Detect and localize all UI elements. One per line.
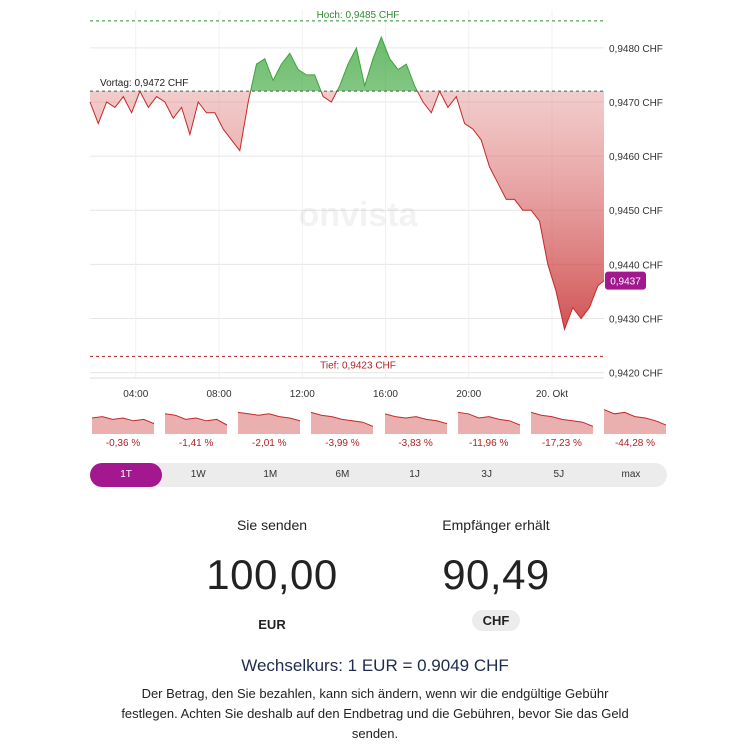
- price-line-up: [139, 35, 441, 92]
- range-tab-6m[interactable]: 6M: [335, 469, 350, 480]
- sparkline-line: [238, 411, 301, 422]
- area-above-previous-close: [250, 37, 418, 92]
- y-tick-label: 0,9440 CHF: [609, 260, 663, 271]
- y-tick-label: 0,9450 CHF: [609, 206, 663, 217]
- sparkline-area: [165, 413, 228, 434]
- exchange-rate: Wechselkurs: 1 EUR = 0.9049 CHF: [241, 656, 509, 675]
- y-tick-label: 0,9460 CHF: [609, 152, 663, 163]
- period-cell[interactable]: -0,36 %: [90, 400, 156, 456]
- area-below-previous-close: [90, 91, 604, 330]
- period-cell[interactable]: -17,23 %: [529, 400, 595, 456]
- range-tab-1m[interactable]: 1M: [263, 469, 278, 480]
- sparkline-area: [530, 412, 593, 434]
- range-tab-1j[interactable]: 1J: [409, 469, 420, 480]
- period-sparkline: [530, 411, 593, 434]
- sparkline-line: [457, 411, 520, 426]
- last-value-label: 0,9437: [610, 277, 641, 288]
- y-tick-label: 0,9430 CHF: [609, 314, 663, 325]
- period-change-label: -11,96 %: [469, 438, 509, 449]
- period-sparkline: [457, 411, 520, 434]
- sparkline-area: [311, 412, 374, 434]
- period-cell[interactable]: -11,96 %: [456, 400, 522, 456]
- fee-disclaimer: Der Betrag, den Sie bezahlen, kann sich …: [121, 686, 629, 741]
- period-cell[interactable]: -44,28 %: [602, 400, 668, 456]
- range-tab-1t[interactable]: 1T: [90, 463, 163, 487]
- sparkline-line: [384, 413, 447, 425]
- sparkline-area: [238, 412, 301, 434]
- period-cell[interactable]: -1,41 %: [163, 400, 229, 456]
- x-tick-label: 20:00: [456, 389, 481, 400]
- high-label: Hoch: 0,9485 CHF: [317, 10, 400, 21]
- receive-currency-badge[interactable]: CHF: [466, 610, 526, 631]
- receive-label: Empfänger erhält: [442, 517, 550, 533]
- send-amount[interactable]: 100,00: [206, 551, 338, 598]
- period-change-label: -3,83 %: [398, 438, 433, 449]
- previous-close-label: Vortag: 0,9472 CHF: [100, 78, 188, 89]
- period-sparkline: [238, 411, 301, 434]
- y-tick-label: 0,9470 CHF: [609, 98, 663, 109]
- send-label: Sie senden: [236, 517, 308, 533]
- price-chart: 0,9480 CHF 0,9470 CHF 0,9460 CHF 0,9450 CHF…: [89, 10, 663, 400]
- sparkline-line: [530, 411, 593, 427]
- period-performance-strip: -0,36 % -1,41 % -2,01 % -3,99 % -3,83 % -11,9…: [90, 400, 668, 456]
- x-tick-label: 12:00: [290, 389, 315, 400]
- x-tick-label: 16:00: [373, 389, 398, 400]
- receive-currency: CHF: [471, 610, 521, 631]
- period-cell[interactable]: -3,99 %: [309, 400, 375, 456]
- period-sparkline: [92, 416, 154, 434]
- sparkline-line: [92, 416, 154, 425]
- period-change-label: -3,99 %: [325, 438, 360, 449]
- range-tabs: 1T 1W 1M 6M 1J 3J 5J max: [90, 463, 667, 487]
- period-change-label: -1,41 %: [178, 438, 214, 449]
- period-sparkline: [311, 411, 374, 434]
- last-value-badge: [605, 271, 646, 290]
- x-tick-label: 04:00: [123, 389, 148, 400]
- period-cell[interactable]: -2,01 %: [236, 400, 302, 456]
- range-tab-max[interactable]: max: [621, 469, 641, 480]
- x-tick-label: 20. Okt: [536, 389, 568, 400]
- range-tab-1w[interactable]: 1W: [190, 469, 206, 480]
- period-cell[interactable]: -3,83 %: [383, 400, 449, 456]
- sparkline-line: [603, 409, 666, 426]
- range-tab-3j[interactable]: 3J: [481, 469, 492, 480]
- sparkline-area: [384, 413, 447, 434]
- sparkline-line: [165, 413, 228, 426]
- period-sparkline: [165, 413, 228, 434]
- low-label: Tief: 0,9423 CHF: [320, 360, 396, 371]
- y-tick-label: 0,9480 CHF: [609, 44, 663, 55]
- period-change-label: -0,36 %: [105, 438, 141, 449]
- period-sparkline: [603, 409, 666, 434]
- sparkline-line: [311, 411, 374, 427]
- send-currency[interactable]: EUR: [258, 617, 286, 632]
- range-tab-5j[interactable]: 5J: [553, 469, 565, 480]
- x-tick-label: 08:00: [207, 389, 232, 400]
- y-tick-label: 0,9420 CHF: [609, 369, 663, 380]
- sparkline-area: [92, 416, 154, 434]
- period-change-label: -2,01 %: [252, 438, 287, 449]
- watermark-logo: onvista: [298, 196, 418, 234]
- period-sparkline: [384, 413, 447, 434]
- sparkline-area: [603, 409, 666, 434]
- price-line-down: [89, 91, 605, 332]
- period-change-label: -17,23 %: [541, 438, 582, 449]
- sparkline-area: [457, 412, 520, 434]
- period-change-label: -44,28 %: [614, 438, 655, 449]
- receive-amount: 90,49: [442, 551, 550, 598]
